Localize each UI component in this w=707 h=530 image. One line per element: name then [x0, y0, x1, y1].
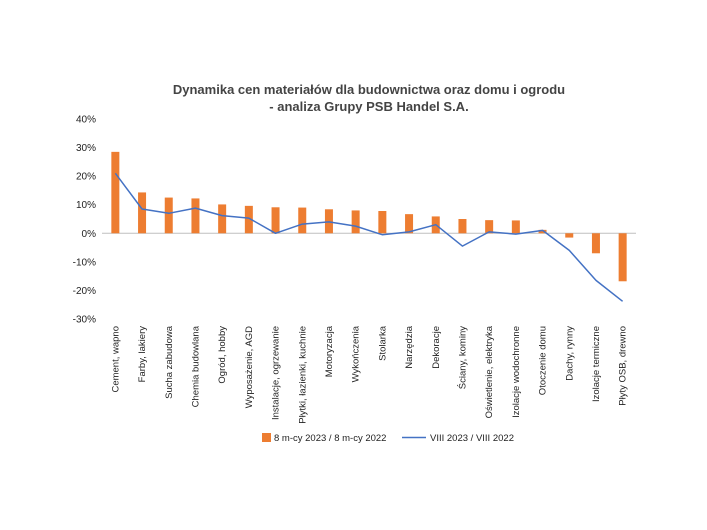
x-tick-label: Instalacje, ogrzewanie	[271, 326, 282, 420]
y-tick-label: -10%	[73, 257, 96, 268]
x-tick-label: Wykończenia	[351, 325, 362, 382]
bar	[458, 219, 467, 234]
bar	[565, 233, 574, 238]
bar	[111, 151, 120, 234]
legend-bar-label: 8 m-cy 2023 / 8 m-cy 2022	[274, 433, 386, 444]
x-tick-label: Oświetlenie, elektryka	[484, 325, 495, 418]
bar	[538, 229, 547, 234]
line-path	[114, 172, 624, 302]
bar	[191, 198, 200, 234]
bar	[618, 233, 627, 282]
legend-line-label: VIII 2023 / VIII 2022	[430, 433, 514, 444]
bar	[378, 211, 387, 234]
bar	[138, 192, 147, 234]
bar	[351, 210, 360, 234]
x-tick-label: Otoczenie domu	[538, 326, 549, 395]
bar	[164, 197, 173, 234]
bar	[271, 207, 280, 234]
x-tick-label: Wyposażenie, AGD	[244, 326, 255, 408]
y-tick-label: -20%	[73, 286, 96, 297]
x-tick-label: Sucha zabudowa	[164, 325, 175, 399]
y-tick-label: -30%	[73, 315, 96, 326]
x-tick-label: Dekoracje	[431, 326, 442, 369]
x-tick-label: Izolacje termiczne	[591, 326, 602, 402]
x-tick-label: Chemia budowlana	[190, 325, 201, 407]
x-tick-label: Dachy, rynny	[564, 326, 575, 381]
chart-frame: Dynamika cen materiałów dla budownictwa …	[58, 64, 650, 460]
y-axis: 40% 30% 20% 10% 0% -10% -20% -30%	[73, 115, 96, 326]
x-tick-label: Płyty OSB, drewno	[618, 326, 629, 406]
x-tick-label: Stolarka	[377, 325, 388, 361]
y-tick-label: 10%	[76, 200, 96, 211]
x-tick-label: Cement, wapno	[110, 326, 121, 393]
bar	[511, 220, 520, 234]
bar-series	[111, 151, 627, 282]
y-tick-label: 0%	[82, 229, 97, 240]
bar	[405, 214, 414, 234]
x-tick-label: Farby, lakiery	[137, 326, 148, 383]
chart-title: Dynamika cen materiałów dla budownictwa …	[173, 82, 565, 97]
legend: 8 m-cy 2023 / 8 m-cy 2022 VIII 2023 / VI…	[262, 433, 514, 444]
bar	[298, 207, 307, 234]
x-tick-label: Narzędzia	[404, 325, 415, 368]
chart-subtitle: - analiza Grupy PSB Handel S.A.	[269, 99, 468, 114]
y-tick-label: 40%	[76, 115, 96, 126]
x-axis: Cement, wapno Farby, lakiery Sucha zabudow…	[110, 325, 628, 423]
x-tick-label: Ogród, hobby	[217, 326, 228, 384]
legend-bar-swatch	[262, 433, 271, 442]
y-tick-label: 20%	[76, 172, 96, 183]
x-tick-label: Motoryzacja	[324, 325, 335, 377]
chart: Dynamika cen materiałów dla budownictwa …	[73, 82, 636, 444]
bar	[485, 220, 494, 234]
y-tick-label: 30%	[76, 143, 96, 154]
bar	[244, 205, 253, 234]
bar	[591, 233, 600, 254]
line-series	[114, 172, 624, 302]
x-tick-label: Ściany, kominy	[456, 326, 468, 389]
x-tick-label: Płytki, łazienki, kuchnie	[297, 326, 308, 424]
x-tick-label: Izolacje wodochronne	[511, 326, 522, 418]
bar	[218, 204, 227, 234]
